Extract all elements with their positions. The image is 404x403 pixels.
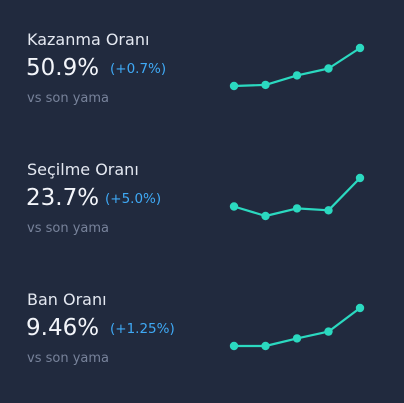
sparkline-point: [261, 341, 270, 351]
sparkline-line: [232, 46, 362, 88]
stat-label: Kazanma Oranı: [27, 30, 150, 49]
stat-subtitle: vs son yama: [27, 91, 109, 106]
sparkline-ban-rate: [229, 303, 365, 351]
sparkline-point: [324, 206, 333, 215]
sparkline-point: [229, 202, 239, 211]
stat-value: 9.46%: [26, 315, 100, 341]
stat-value: 50.9%: [26, 55, 100, 81]
sparkline-point: [292, 71, 302, 80]
sparkline-point: [261, 80, 270, 90]
sparkline-point: [324, 64, 333, 73]
stat-subtitle: vs son yama: [27, 351, 109, 366]
sparkline-point: [355, 43, 365, 53]
stat-pick-rate: Seçilme Oranı 23.7% (+5.0%) vs son yama: [0, 160, 404, 270]
sparkline-win-rate: [229, 43, 365, 91]
stat-change: (+5.0%): [105, 191, 162, 207]
sparkline-point: [324, 327, 333, 336]
sparkline-point: [355, 303, 365, 313]
sparkline-pick-rate: [229, 173, 365, 221]
stat-ban-rate: Ban Oranı 9.46% (+1.25%) vs son yama: [0, 290, 404, 400]
stat-label: Ban Oranı: [27, 290, 107, 309]
sparkline-point: [229, 341, 239, 351]
sparkline-point: [261, 211, 270, 221]
stat-label: Seçilme Oranı: [27, 160, 139, 179]
stat-change: (+0.7%): [110, 61, 167, 77]
stat-value: 23.7%: [26, 185, 100, 211]
sparkline-point: [292, 204, 302, 213]
sparkline-point: [355, 173, 365, 183]
stat-win-rate: Kazanma Oranı 50.9% (+0.7%) vs son yama: [0, 30, 404, 140]
sparkline-point: [229, 81, 239, 91]
stat-subtitle: vs son yama: [27, 221, 109, 236]
sparkline-point: [292, 334, 302, 343]
stat-change: (+1.25%): [110, 321, 175, 337]
